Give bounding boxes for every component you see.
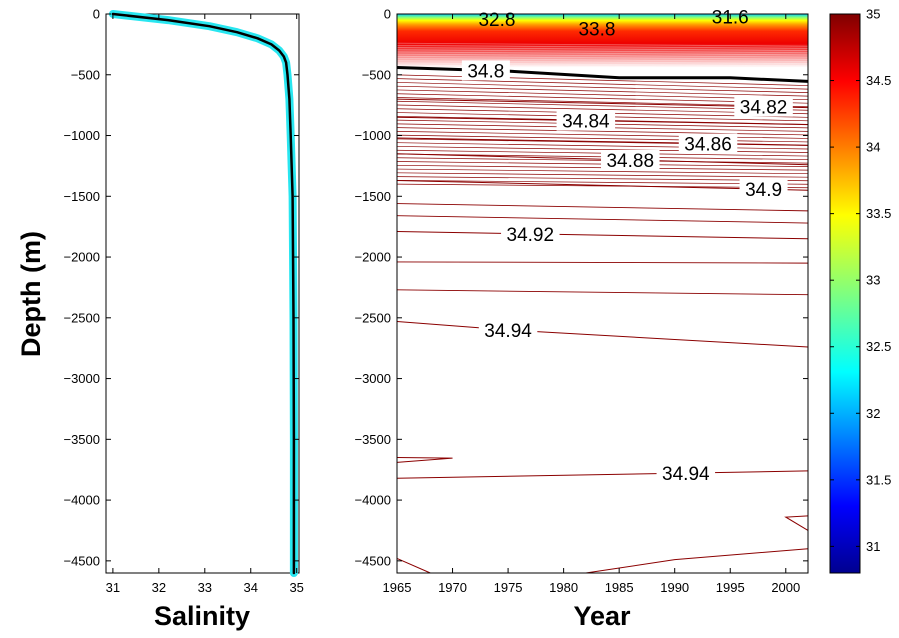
right-x-tick-label: 2000 <box>771 580 800 595</box>
y-axis-label: Depth (m) <box>16 231 46 357</box>
left-x-axis-label: Salinity <box>154 601 250 631</box>
left-y-tick-label: −500 <box>71 67 100 82</box>
right-x-tick-label: 1995 <box>716 580 745 595</box>
contour-panel: 34.8 34.82 34.84 34.86 34.88 34.9 34.92 34.94 34… <box>354 7 808 632</box>
contour-label: 34.9 <box>745 180 782 201</box>
contour-label: 34.86 <box>684 134 732 155</box>
right-x-tick-label: 1970 <box>438 580 467 595</box>
left-y-tick-label: 0 <box>93 7 100 22</box>
left-y-tick-label: −3000 <box>63 371 100 386</box>
colorbar-tick-label: 32 <box>866 406 880 421</box>
contour-label: 34.94 <box>662 464 710 485</box>
contour-label: 34.88 <box>606 151 654 172</box>
right-x-tick-label: 1985 <box>605 580 634 595</box>
left-y-tick-label: −4500 <box>63 553 100 568</box>
right-x-tick-label: 1975 <box>494 580 523 595</box>
left-plot-frame <box>106 14 299 573</box>
right-y-tick-label: −3000 <box>354 371 391 386</box>
left-y-tick-label: −2500 <box>63 310 100 325</box>
right-y-tick-label: −4500 <box>354 553 391 568</box>
colorbar-tick-label: 35 <box>866 7 880 22</box>
left-y-tick-label: −2000 <box>63 250 100 265</box>
right-y-tick-label: −4000 <box>354 493 391 508</box>
right-y-tick-label: −3500 <box>354 432 391 447</box>
contour-label: 34.82 <box>740 98 788 119</box>
colorbar-tick-label: 33 <box>866 273 880 288</box>
left-x-tick-label: 33 <box>198 580 212 595</box>
left-x-tick-label: 34 <box>244 580 258 595</box>
colorbar-tick-label: 31.5 <box>866 472 891 487</box>
left-y-tick-label: −1000 <box>63 128 100 143</box>
right-y-tick-label: −500 <box>362 67 391 82</box>
right-y-tick-label: −2000 <box>354 250 391 265</box>
right-y-tick-label: −2500 <box>354 310 391 325</box>
contour-label: 34.92 <box>507 225 555 246</box>
surface-contour-label: 32.8 <box>478 10 515 31</box>
right-y-tick-label: −1500 <box>354 189 391 204</box>
left-x-tick-label: 35 <box>289 580 303 595</box>
right-y-tick-label: −1000 <box>354 128 391 143</box>
colorbar-tick-label: 33.5 <box>866 206 891 221</box>
right-x-tick-label: 1965 <box>383 580 412 595</box>
colorbar-ramp <box>830 14 860 573</box>
contour-label: 34.94 <box>484 321 532 342</box>
left-y-tick-label: −3500 <box>63 432 100 447</box>
salinity-profile-panel: 31 32 33 34 35 0 −500 −1000 −1500 −2000 −2500 −300… <box>16 7 304 632</box>
left-y-tick-label: −1500 <box>63 189 100 204</box>
colorbar-tick-label: 34 <box>866 140 880 155</box>
colorbar-tick-label: 34.5 <box>866 73 891 88</box>
surface-contour-label: 33.8 <box>578 20 615 41</box>
left-x-tick-label: 31 <box>106 580 120 595</box>
right-x-tick-label: 1980 <box>549 580 578 595</box>
contour-label: 34.84 <box>562 112 610 133</box>
right-x-tick-label: 1990 <box>660 580 689 595</box>
colorbar: 31 31.5 32 32.5 33 33.5 34 34.5 35 <box>830 7 891 574</box>
colorbar-tick-label: 31 <box>866 539 880 554</box>
left-x-tick-label: 32 <box>152 580 166 595</box>
left-y-tick-label: −4000 <box>63 493 100 508</box>
colorbar-tick-label: 32.5 <box>866 339 891 354</box>
contour-label: 34.8 <box>467 61 504 82</box>
right-x-axis-label: Year <box>573 601 631 631</box>
right-y-tick-label: 0 <box>384 7 391 22</box>
